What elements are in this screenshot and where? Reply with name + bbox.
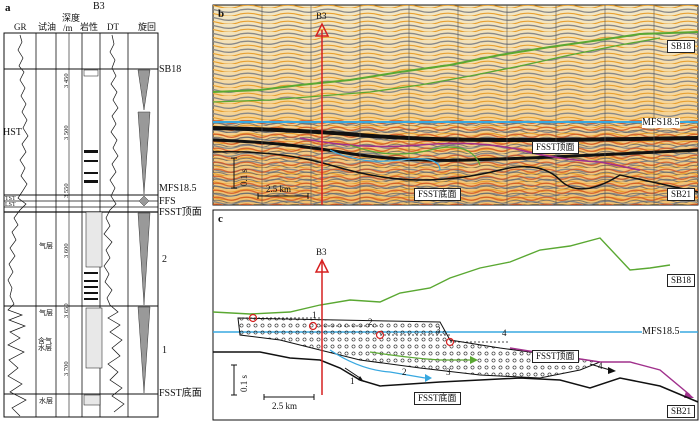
cycle-1: 1 <box>162 345 167 356</box>
surface-mfs-c: MFS18.5 <box>642 326 680 337</box>
panel-a-label: a <box>5 2 11 14</box>
test-water: 水层 <box>39 397 53 405</box>
surface-sb21-b: SB21 <box>667 188 696 201</box>
scale-dist-c: 2.5 km <box>272 401 298 411</box>
lith-header: 岩性 <box>80 22 99 32</box>
surface-sb18-b: SB18 <box>667 40 696 53</box>
surface-mfs-a: MFS18.5 <box>159 183 197 194</box>
test-header: 试油 <box>38 22 57 32</box>
scale-time-c: 0.1 s <box>239 374 249 392</box>
layer-num-upper-4: 4 <box>502 328 507 338</box>
system-tst: TST <box>5 196 16 202</box>
test-gas-1: 气层 <box>39 242 53 250</box>
dt-header: DT <box>107 22 119 32</box>
surface-mfs-b: MFS18.5 <box>642 117 680 128</box>
well-name-c: B3 <box>316 247 327 257</box>
layer-num-lower-2: 2 <box>402 367 407 377</box>
cycle-2: 2 <box>162 254 167 265</box>
layer-num-upper-1: 1 <box>312 310 317 320</box>
surface-sb18-a: SB18 <box>159 64 182 75</box>
system-hst: HST <box>3 127 22 138</box>
depth-header-1: 深度 <box>62 13 81 23</box>
fsst-base-box-c: FSST底面 <box>414 392 461 405</box>
scale-dist-b: 2.5 km <box>266 184 292 194</box>
well-name-a: B3 <box>93 1 105 12</box>
test-gas-2: 气层 <box>39 309 53 317</box>
system-lst: LST <box>5 202 16 208</box>
depth-header-2: /m <box>63 23 73 33</box>
surface-fsst-top-a: FSST顶面 <box>159 207 202 218</box>
layer-num-lower-1: 1 <box>350 376 355 386</box>
surface-sb18-c: SB18 <box>667 274 696 287</box>
test-gas-water: 含气水层 <box>38 337 52 352</box>
surface-fsst-base-a: FSST底面 <box>159 388 202 399</box>
layer-num-upper-2: 2 <box>368 317 373 327</box>
cycle-header: 旋回 <box>138 22 157 32</box>
gr-header: GR <box>14 22 27 32</box>
layer-num-upper-3: 3 <box>436 325 441 335</box>
panel-b-label: b <box>218 8 225 20</box>
layer-num-lower-3: 3 <box>446 367 451 377</box>
fsst-top-box-c: FSST顶面 <box>532 350 579 363</box>
surface-ffs-a: FFS <box>159 196 176 207</box>
surface-sb21-c: SB21 <box>667 405 696 418</box>
layer-num-lower-4: 4 <box>598 361 603 371</box>
fsst-top-box-b: FSST顶面 <box>532 141 579 154</box>
well-name-b: B3 <box>316 11 327 21</box>
panel-c-label: c <box>218 213 223 225</box>
fsst-base-box-b: FSST底面 <box>414 188 461 201</box>
